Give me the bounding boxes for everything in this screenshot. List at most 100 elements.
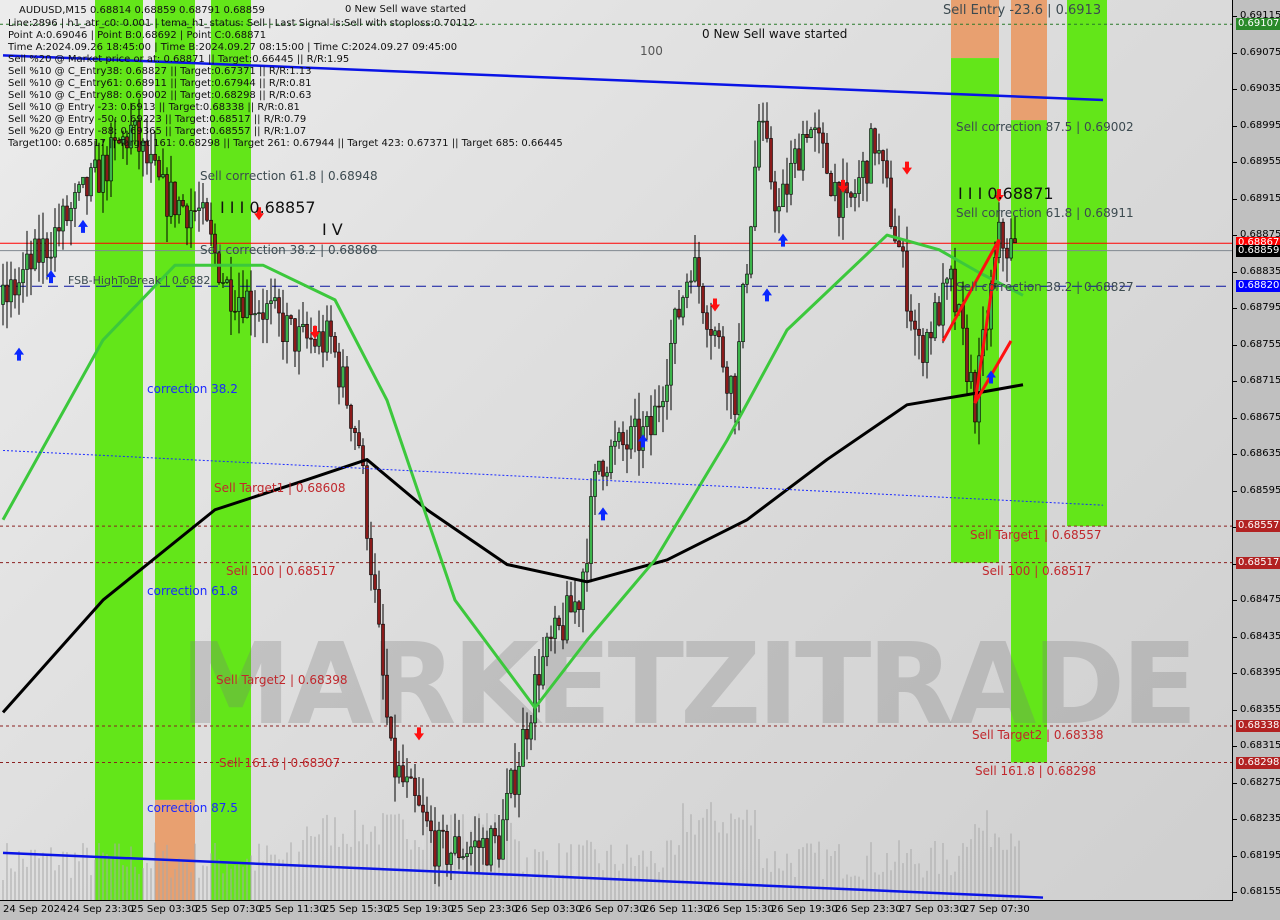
price-axis[interactable]: 0.69115 0.69075 0.69035 0.68995 0.68955 0.689… xyxy=(1232,0,1280,900)
candle xyxy=(253,313,257,316)
candle xyxy=(453,836,457,854)
candle xyxy=(413,777,417,796)
right-target1: Sell Target1 | 0.68557 xyxy=(970,528,1102,542)
candle xyxy=(789,162,793,195)
label-100: 100 xyxy=(640,44,663,58)
candle xyxy=(101,154,105,193)
time-tick-label: 26 Sep 11:30 xyxy=(643,904,710,915)
candle xyxy=(513,769,517,795)
candle xyxy=(349,404,353,429)
candle xyxy=(149,153,153,164)
candle xyxy=(369,538,373,576)
candle xyxy=(353,428,357,433)
candle xyxy=(153,153,157,161)
time-tick-label: 25 Sep 23:30 xyxy=(451,904,518,915)
candle xyxy=(389,716,393,739)
price-badge: 0.68557 xyxy=(1236,520,1280,533)
candle xyxy=(605,472,609,477)
candle xyxy=(717,330,721,338)
info-points: Point A:0.69046 | Point B:0.68692 | Poin… xyxy=(8,30,267,41)
candle xyxy=(501,819,505,860)
candle xyxy=(437,829,441,867)
chart-plot-area[interactable]: MARKETZITRADE 0 New Sell wave started AU… xyxy=(0,0,1233,901)
candle xyxy=(113,137,117,141)
price-tick-label: 0.68955 xyxy=(1232,156,1280,167)
signal-zone xyxy=(211,0,251,900)
signal-zone xyxy=(1011,0,1047,121)
candle xyxy=(421,804,425,813)
candle xyxy=(589,496,593,564)
candle xyxy=(829,173,833,197)
buy-arrow-icon xyxy=(638,434,648,448)
candle xyxy=(693,257,697,282)
sell-arrow-icon xyxy=(902,161,912,175)
price-tick-label: 0.68995 xyxy=(1232,119,1280,131)
candle xyxy=(785,183,789,195)
right-target2: Sell Target2 | 0.68338 xyxy=(972,728,1104,742)
candle xyxy=(321,331,325,353)
candle xyxy=(425,811,429,822)
candle xyxy=(797,148,801,171)
candle xyxy=(193,210,197,212)
candle xyxy=(537,674,541,686)
candle xyxy=(65,205,69,222)
candle xyxy=(105,154,109,182)
candle xyxy=(341,366,345,388)
candle xyxy=(889,177,893,227)
candle xyxy=(465,853,469,857)
info-times: Time A:2024.09.26 18:45:00 | Time B:2024… xyxy=(8,42,458,53)
candle xyxy=(837,181,841,218)
time-axis[interactable]: 24 Sep 2024 24 Sep 23:30 25 Sep 03:30 25 Se… xyxy=(0,901,1232,920)
candle xyxy=(69,208,73,222)
candle xyxy=(329,320,333,337)
candle xyxy=(593,471,597,497)
candle xyxy=(189,210,193,229)
candle xyxy=(49,256,53,259)
right-correction-618: Sell correction 61.8 | 0.68911 xyxy=(956,206,1134,220)
time-tick-label: 26 Sep 03:30 xyxy=(515,904,582,915)
candle xyxy=(941,282,945,326)
candle xyxy=(333,336,337,353)
candle xyxy=(705,312,709,330)
trendline-line xyxy=(2,54,1104,102)
candle xyxy=(241,297,245,318)
price-tick-label: 0.68795 xyxy=(1232,302,1280,313)
candle xyxy=(625,444,629,450)
left-target2: Sell Target2 | 0.68398 xyxy=(216,673,348,687)
time-tick-label: 27 Sep 07:30 xyxy=(963,904,1030,915)
candle xyxy=(729,375,733,394)
candle xyxy=(13,279,17,296)
candle xyxy=(285,315,289,343)
candle xyxy=(433,830,437,867)
candle xyxy=(761,120,765,123)
candle xyxy=(217,252,221,283)
candle xyxy=(485,838,489,866)
price-badge: 0.69107 xyxy=(1236,18,1280,31)
candle xyxy=(209,219,213,235)
candle xyxy=(33,238,37,270)
left-target1: Sell Target1 | 0.68608 xyxy=(214,481,346,495)
candle xyxy=(301,323,305,328)
correction-618-label: correction 61.8 xyxy=(147,584,238,598)
candle xyxy=(29,253,33,270)
price-tick-label: 0.68235 xyxy=(1232,813,1280,824)
candle xyxy=(317,331,321,347)
price-tick-label: 0.68595 xyxy=(1232,484,1280,496)
info-order-4: Sell %10 @ C_Entry88: 0.69002 || Target:… xyxy=(8,90,312,101)
candle xyxy=(857,177,861,194)
candle xyxy=(493,828,497,837)
candle xyxy=(473,840,477,848)
candle xyxy=(893,226,897,242)
candle xyxy=(573,601,577,613)
candle xyxy=(509,769,513,794)
candle xyxy=(449,852,453,865)
candle xyxy=(1009,238,1013,259)
candle xyxy=(741,284,745,343)
price-tick-label: 0.68315 xyxy=(1232,740,1280,751)
price-tick-label: 0.68395 xyxy=(1232,667,1280,678)
candle xyxy=(385,674,389,718)
candle xyxy=(1,284,5,305)
candle xyxy=(657,405,661,408)
sell-arrow-icon xyxy=(838,179,848,193)
price-tick-label: 0.68195 xyxy=(1232,849,1280,861)
